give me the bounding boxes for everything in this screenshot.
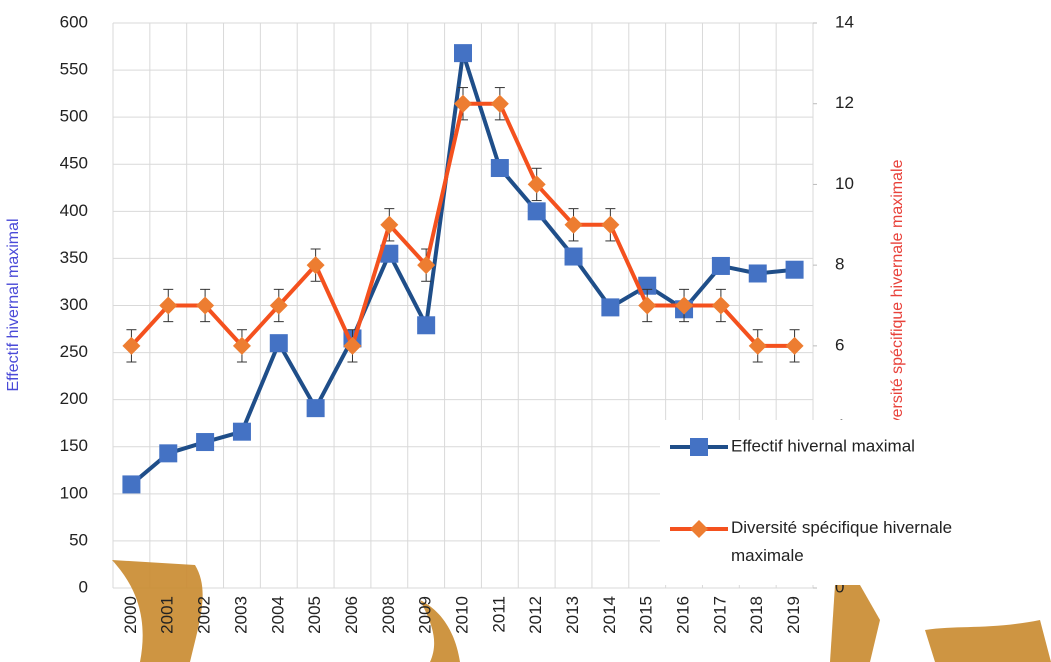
x-tick-label: 2005	[305, 596, 324, 634]
legend-label: Effectif hivernal maximal	[731, 436, 915, 455]
x-tick-label: 2011	[489, 596, 508, 633]
point	[196, 433, 214, 451]
y2-tick-label: 8	[835, 255, 844, 274]
y-tick-label: 200	[60, 389, 88, 408]
y-tick-label: 350	[60, 248, 88, 267]
x-tick-label: 2008	[379, 596, 398, 634]
y2-tick-label: 14	[835, 12, 854, 31]
y-tick-label: 500	[60, 107, 88, 126]
x-tick-label: 2004	[268, 596, 287, 634]
point	[270, 334, 288, 352]
point	[491, 159, 509, 177]
x-tick-label: 2003	[231, 596, 250, 634]
point	[417, 316, 435, 334]
chart: Effectif hivernal maximal Diversité spéc…	[0, 0, 1051, 662]
point	[528, 202, 546, 220]
x-tick-label: 2018	[747, 596, 766, 634]
point	[565, 248, 583, 266]
point	[712, 257, 730, 275]
point	[491, 95, 509, 113]
point	[307, 399, 325, 417]
legend-marker	[690, 438, 708, 456]
y-tick-label: 250	[60, 342, 88, 361]
y-axis-title: Effectif hivernal maximal	[5, 218, 22, 391]
point	[122, 475, 140, 493]
point	[638, 297, 656, 315]
x-tick-label: 2016	[674, 596, 693, 634]
y2-tick-label: 12	[835, 93, 854, 112]
y-tick-label: 50	[69, 530, 88, 549]
x-tick-label: 2015	[637, 596, 656, 634]
x-tick-label: 2001	[158, 596, 177, 634]
x-tick-label: 2013	[563, 596, 582, 634]
x-tick-label: 2000	[121, 596, 140, 634]
x-tick-label: 2002	[195, 596, 214, 634]
point	[233, 423, 251, 441]
y-tick-label: 150	[60, 436, 88, 455]
y-tick-label: 100	[60, 483, 88, 502]
y-tick-label: 550	[60, 60, 88, 79]
y2-tick-label: 10	[835, 174, 854, 193]
point	[454, 44, 472, 62]
silhouette	[925, 620, 1051, 662]
series-line	[131, 104, 794, 346]
y-tick-label: 400	[60, 201, 88, 220]
y-tick-label: 450	[60, 154, 88, 173]
y-tick-label: 300	[60, 295, 88, 314]
y2-tick-label: 6	[835, 335, 844, 354]
y-tick-label: 0	[79, 577, 88, 596]
legend-label-line: maximale	[731, 546, 804, 565]
point	[749, 264, 767, 282]
point	[159, 444, 177, 462]
silhouette	[830, 585, 880, 662]
x-tick-label: 2010	[452, 596, 471, 634]
point	[601, 216, 619, 234]
legend-label-line: Diversité spécifique hivernale	[731, 518, 952, 537]
x-tick-label: 2012	[526, 596, 545, 634]
x-tick-label: 2017	[710, 596, 729, 634]
y2-axis-title: Diversité spécifique hivernale maximale	[889, 159, 906, 440]
point	[601, 298, 619, 316]
point	[786, 261, 804, 279]
x-tick-label: 2006	[342, 596, 361, 634]
x-tick-label: 2014	[600, 596, 619, 634]
x-tick-label: 2019	[784, 596, 803, 634]
y-tick-label: 600	[60, 12, 88, 31]
x-tick-label: 2009	[416, 596, 435, 634]
